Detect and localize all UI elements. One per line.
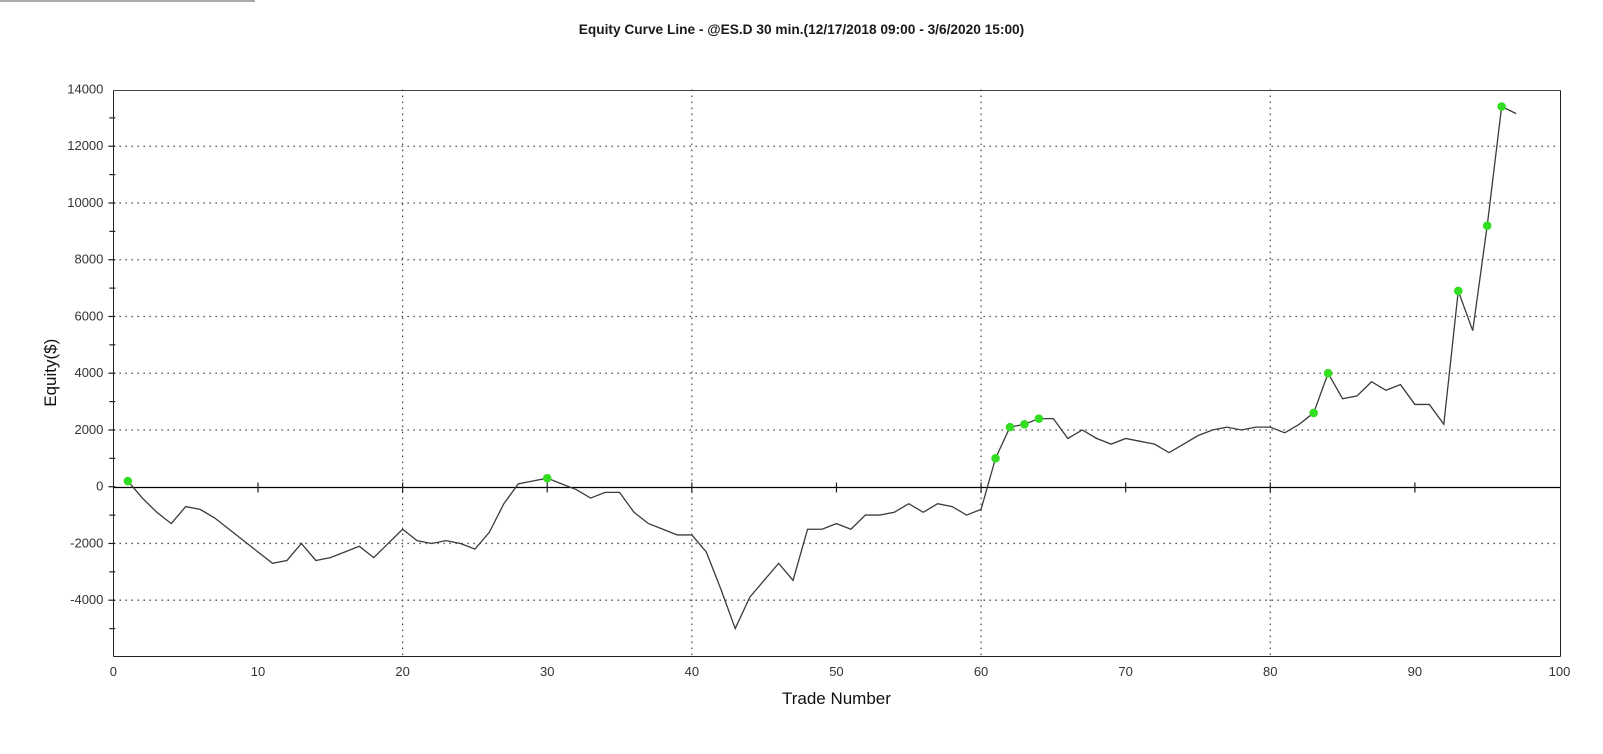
- svg-text:80: 80: [1263, 664, 1277, 679]
- svg-text:90: 90: [1408, 664, 1422, 679]
- svg-text:40: 40: [685, 664, 699, 679]
- svg-text:8000: 8000: [74, 252, 103, 267]
- svg-text:6000: 6000: [74, 308, 103, 323]
- svg-text:Equity($): Equity($): [41, 339, 60, 407]
- svg-text:14000: 14000: [67, 82, 103, 97]
- svg-text:-2000: -2000: [70, 535, 103, 550]
- svg-text:10: 10: [251, 664, 265, 679]
- svg-text:50: 50: [829, 664, 843, 679]
- svg-text:4000: 4000: [74, 365, 103, 380]
- svg-text:30: 30: [540, 664, 554, 679]
- svg-text:0: 0: [110, 664, 117, 679]
- svg-text:12000: 12000: [67, 138, 103, 153]
- svg-text:70: 70: [1118, 664, 1132, 679]
- svg-text:10000: 10000: [67, 195, 103, 210]
- svg-text:0: 0: [96, 479, 103, 494]
- svg-text:100: 100: [1549, 664, 1571, 679]
- svg-text:-4000: -4000: [70, 592, 103, 607]
- svg-text:20: 20: [395, 664, 409, 679]
- svg-text:60: 60: [974, 664, 988, 679]
- svg-text:Trade Number: Trade Number: [782, 689, 891, 708]
- svg-text:2000: 2000: [74, 422, 103, 437]
